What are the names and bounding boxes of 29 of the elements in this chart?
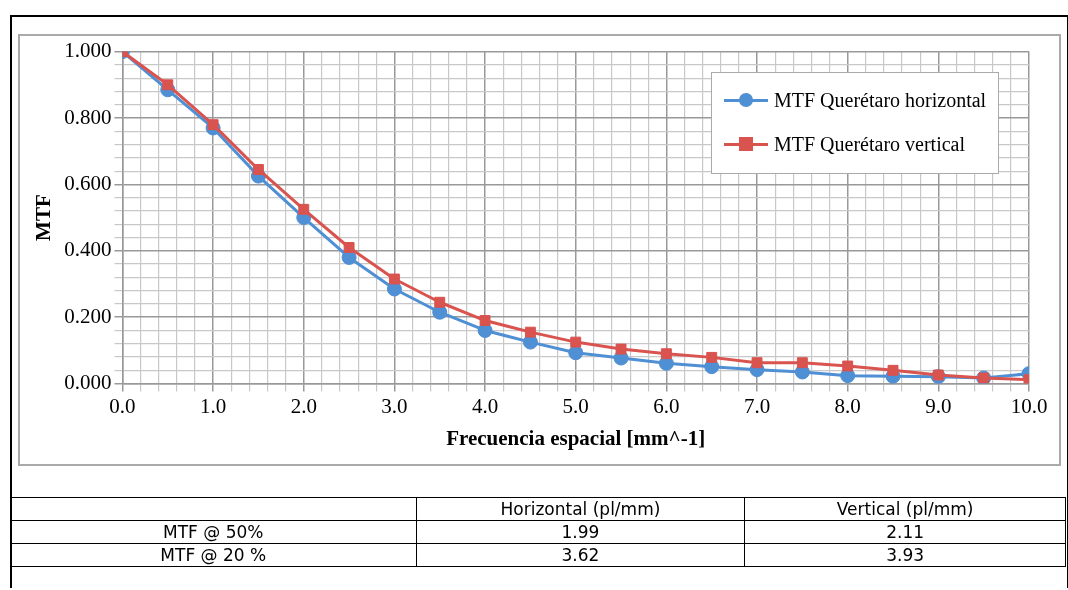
y-tick-label: 0.800 — [64, 104, 112, 129]
x-tick-label: 9.0 — [925, 393, 952, 418]
x-tick-label: 10.0 — [1010, 393, 1048, 418]
y-axis-title: MTF — [31, 194, 56, 241]
x-tick-label: 2.0 — [290, 393, 317, 418]
category-label: MTF @ 50% — [10, 520, 417, 544]
x-tick-label: 3.0 — [381, 393, 408, 418]
x-tick-label: 4.0 — [471, 393, 499, 418]
y-tick-label: 0.400 — [64, 237, 112, 262]
x-tick-label: 5.0 — [562, 393, 589, 418]
x-tick-label: 1.0 — [199, 393, 227, 418]
text: Horizontal (pl/mm) — [416, 497, 745, 521]
x-tick-label: 6.0 — [653, 393, 680, 418]
x-tick-label: 0.0 — [109, 393, 136, 418]
category-label: MTF @ 20 % — [10, 543, 417, 567]
y-tick-label: 0.200 — [64, 303, 112, 328]
y-tick-label: 0.000 — [64, 370, 112, 395]
data-label: 1.99 — [416, 520, 745, 544]
data-label: 3.93 — [744, 543, 1066, 567]
text: Vertical (pl/mm) — [744, 497, 1066, 521]
legend-label: MTF Querétaro horizontal — [774, 89, 987, 113]
x-axis-title: Frecuencia espacial [mm^-1] — [446, 425, 706, 450]
x-tick-label: 8.0 — [834, 393, 861, 418]
data-label: 3.62 — [416, 543, 745, 567]
y-tick-label: 1.000 — [64, 38, 112, 63]
legend-label: MTF Querétaro vertical — [774, 133, 966, 157]
y-tick-label: 0.600 — [64, 170, 112, 195]
x-tick-label: 7.0 — [743, 393, 771, 418]
data-label: 2.11 — [744, 520, 1066, 544]
